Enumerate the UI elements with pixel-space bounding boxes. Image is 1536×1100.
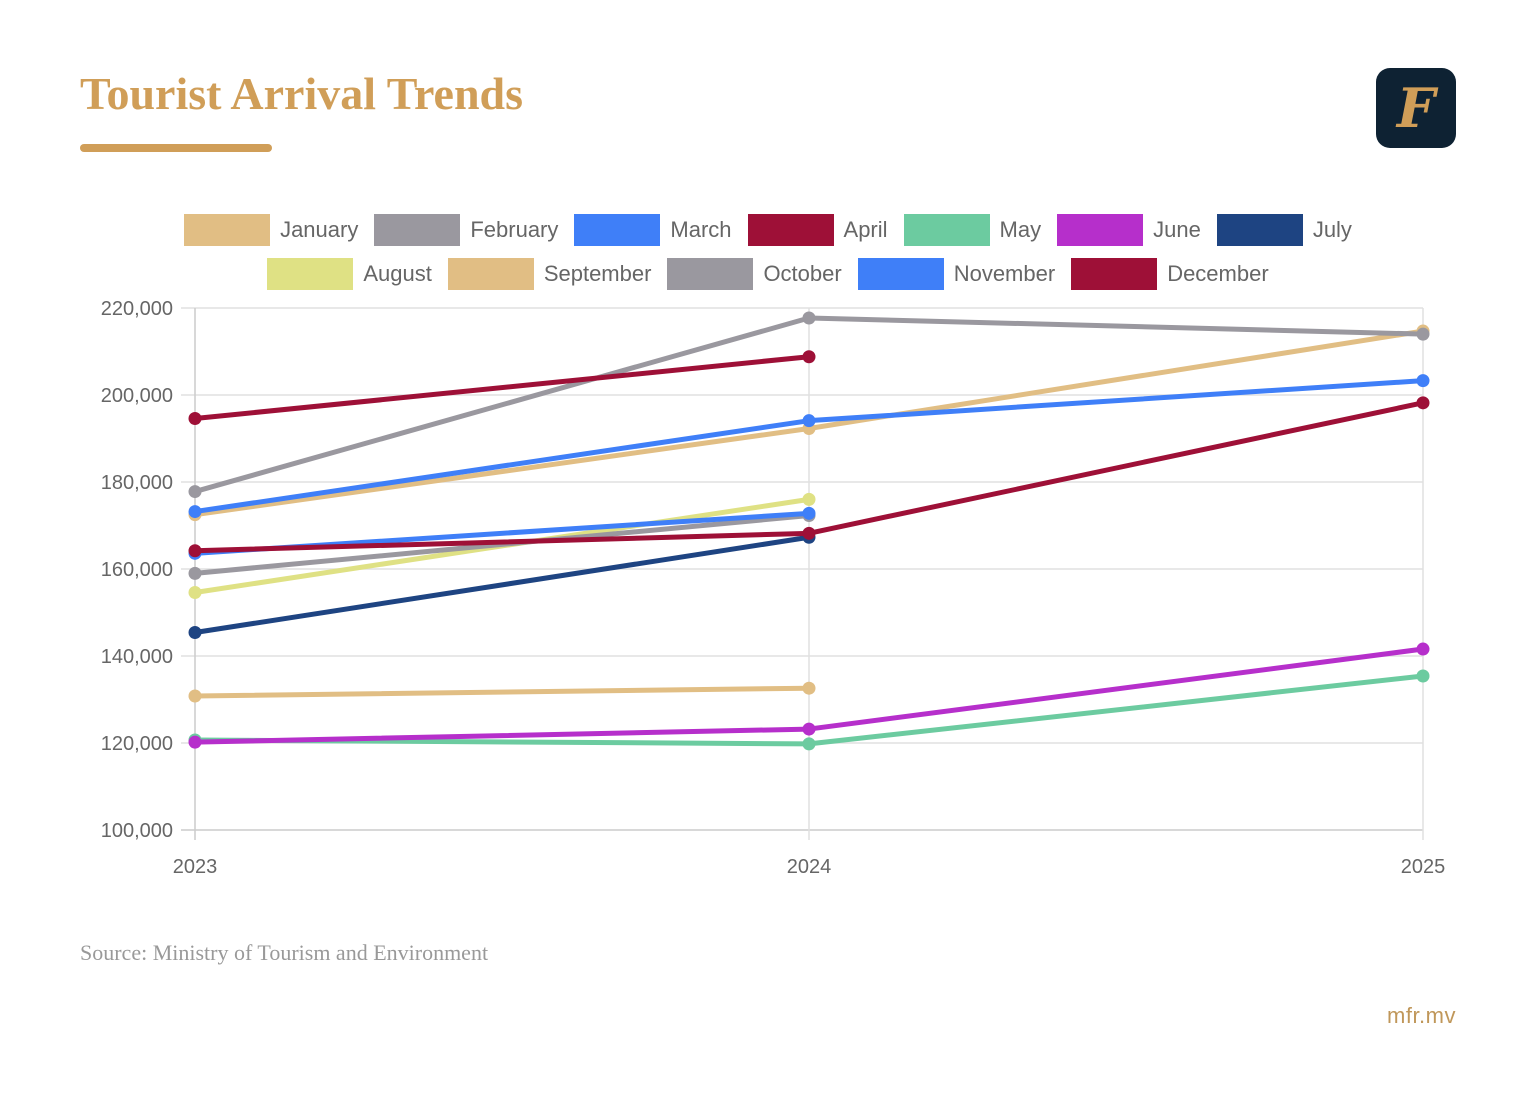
data-point-april bbox=[188, 411, 202, 425]
data-point-december bbox=[802, 526, 816, 540]
legend-swatch bbox=[374, 214, 461, 246]
legend-swatch bbox=[1216, 214, 1303, 246]
y-tick-label: 220,000 bbox=[101, 298, 173, 320]
legend-label: January bbox=[280, 217, 359, 242]
legend-item-april[interactable]: April bbox=[747, 214, 888, 246]
page-title: Tourist Arrival Trends bbox=[80, 68, 524, 119]
data-point-september bbox=[188, 689, 202, 703]
data-point-december bbox=[188, 544, 202, 558]
data-point-march bbox=[188, 505, 202, 519]
data-point-november bbox=[802, 506, 816, 520]
legend-item-november[interactable]: November bbox=[857, 258, 1056, 290]
legend-label: April bbox=[843, 217, 888, 242]
data-point-may bbox=[1416, 669, 1430, 683]
chart-legend: January February March April May June July Augu… bbox=[0, 214, 1536, 290]
legend-item-february[interactable]: February bbox=[374, 214, 558, 246]
legend-swatch bbox=[747, 214, 834, 246]
data-point-february bbox=[188, 485, 202, 499]
data-point-june bbox=[188, 735, 202, 749]
y-tick-label: 160,000 bbox=[101, 559, 173, 581]
legend-swatch bbox=[447, 258, 534, 290]
series-line-april bbox=[192, 354, 812, 421]
y-tick-label: 140,000 bbox=[101, 646, 173, 668]
legend-swatch bbox=[1071, 258, 1158, 290]
legend-label: June bbox=[1153, 217, 1201, 242]
y-tick-label: 100,000 bbox=[101, 820, 173, 842]
legend-label: August bbox=[363, 261, 432, 286]
legend-swatch bbox=[667, 258, 754, 290]
data-point-august bbox=[188, 585, 202, 599]
legend-item-august[interactable]: August bbox=[267, 258, 432, 290]
series-line-july bbox=[192, 534, 812, 636]
y-tick-label: 120,000 bbox=[101, 733, 173, 755]
legend-swatch bbox=[574, 214, 661, 246]
legend-swatch bbox=[184, 214, 271, 246]
legend-swatch bbox=[903, 214, 990, 246]
data-point-june bbox=[1416, 642, 1430, 656]
legend-swatch bbox=[1057, 214, 1144, 246]
data-point-october bbox=[188, 566, 202, 580]
data-point-may bbox=[802, 737, 816, 751]
legend-swatch bbox=[267, 258, 354, 290]
legend-row: January February March April May June July bbox=[176, 214, 1360, 246]
legend-swatch bbox=[857, 258, 944, 290]
legend-item-may[interactable]: May bbox=[903, 214, 1042, 246]
x-tick-label: 2025 bbox=[1401, 856, 1446, 878]
legend-label: February bbox=[470, 217, 559, 242]
legend-label: July bbox=[1312, 217, 1352, 242]
legend-item-january[interactable]: January bbox=[184, 214, 358, 246]
legend-item-july[interactable]: July bbox=[1216, 214, 1352, 246]
site-link[interactable]: mfr.mv bbox=[1387, 1003, 1456, 1028]
data-point-june bbox=[802, 722, 816, 736]
title-underline bbox=[80, 144, 272, 152]
data-point-february bbox=[802, 311, 816, 325]
data-point-september bbox=[802, 681, 816, 695]
data-point-february bbox=[1416, 327, 1430, 341]
legend-label: October bbox=[763, 261, 842, 286]
source-note: Source: Ministry of Tourism and Environm… bbox=[80, 940, 489, 965]
legend-label: May bbox=[999, 217, 1042, 242]
legend-item-october[interactable]: October bbox=[667, 258, 842, 290]
y-tick-label: 200,000 bbox=[101, 385, 173, 407]
y-tick-label: 180,000 bbox=[101, 472, 173, 494]
data-point-december bbox=[1416, 396, 1430, 410]
legend-item-december[interactable]: December bbox=[1071, 258, 1269, 290]
legend-item-march[interactable]: March bbox=[574, 214, 732, 246]
legend-label: November bbox=[953, 261, 1056, 286]
legend-label: December bbox=[1167, 261, 1269, 286]
legend-label: March bbox=[670, 217, 732, 242]
x-tick-label: 2023 bbox=[173, 856, 218, 878]
data-point-july bbox=[188, 626, 202, 640]
brand-logo: F bbox=[1376, 68, 1456, 148]
legend-row: August September October November December bbox=[259, 258, 1276, 290]
legend-item-june[interactable]: June bbox=[1057, 214, 1201, 246]
data-point-april bbox=[802, 350, 816, 364]
legend-label: September bbox=[543, 261, 652, 286]
series-line-september bbox=[192, 685, 812, 699]
legend-item-september[interactable]: September bbox=[447, 258, 652, 290]
x-tick-label: 2024 bbox=[787, 856, 832, 878]
data-point-march bbox=[802, 414, 816, 428]
logo-f-icon: F bbox=[1396, 76, 1436, 140]
data-point-august bbox=[802, 492, 816, 506]
data-point-march bbox=[1416, 374, 1430, 388]
